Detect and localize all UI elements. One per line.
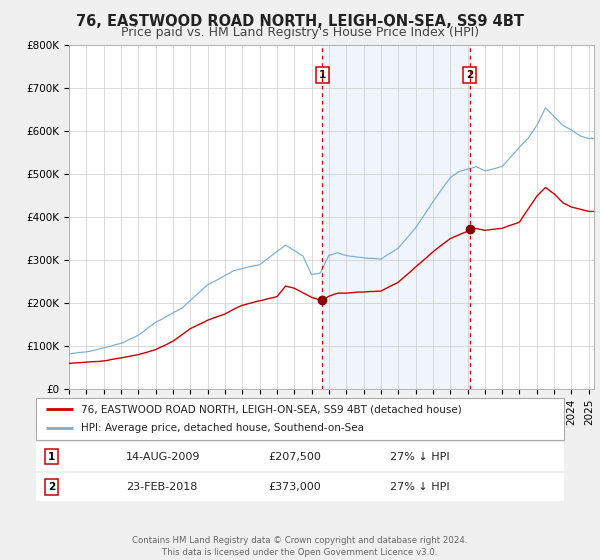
Bar (322, 45, 470, 389)
Text: £207,500: £207,500 (268, 451, 321, 461)
Text: 1: 1 (319, 70, 326, 80)
Text: 76, EASTWOOD ROAD NORTH, LEIGH-ON-SEA, SS9 4BT (detached house): 76, EASTWOOD ROAD NORTH, LEIGH-ON-SEA, S… (81, 404, 461, 414)
Text: 2: 2 (466, 70, 473, 80)
Text: 27% ↓ HPI: 27% ↓ HPI (390, 482, 449, 492)
Text: 27% ↓ HPI: 27% ↓ HPI (390, 451, 449, 461)
Text: Contains HM Land Registry data © Crown copyright and database right 2024.
This d: Contains HM Land Registry data © Crown c… (132, 536, 468, 557)
Text: £373,000: £373,000 (268, 482, 321, 492)
Text: 14-AUG-2009: 14-AUG-2009 (126, 451, 200, 461)
Text: 23-FEB-2018: 23-FEB-2018 (126, 482, 197, 492)
Text: 2: 2 (48, 482, 55, 492)
Text: Price paid vs. HM Land Registry's House Price Index (HPI): Price paid vs. HM Land Registry's House … (121, 26, 479, 39)
Bar (36, 473, 564, 501)
Text: 1: 1 (48, 451, 55, 461)
Bar (36, 442, 564, 470)
Text: HPI: Average price, detached house, Southend-on-Sea: HPI: Average price, detached house, Sout… (81, 423, 364, 433)
Text: 76, EASTWOOD ROAD NORTH, LEIGH-ON-SEA, SS9 4BT: 76, EASTWOOD ROAD NORTH, LEIGH-ON-SEA, S… (76, 14, 524, 29)
